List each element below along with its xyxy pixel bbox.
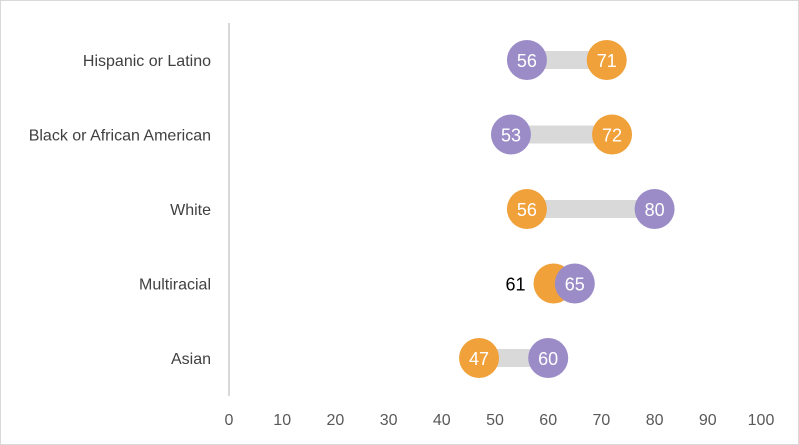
series-1-dot xyxy=(459,338,500,378)
series-1-value-label: 72 xyxy=(602,126,622,146)
x-tick-label: 0 xyxy=(225,412,234,429)
series-2-value-label: 60 xyxy=(538,349,558,369)
series-1-value-label: 56 xyxy=(517,200,537,220)
category-label: Asian xyxy=(171,351,211,368)
x-tick-label: 80 xyxy=(646,412,664,429)
x-tick-label: 90 xyxy=(699,412,717,429)
category-label: Black or African American xyxy=(29,128,211,145)
x-tick-label: 60 xyxy=(539,412,557,429)
x-tick-label: 100 xyxy=(748,412,775,429)
series-1-dot xyxy=(586,40,627,80)
series-1-value-label: 47 xyxy=(469,349,489,369)
series-2-dot xyxy=(634,189,675,229)
series-2-value-label: 65 xyxy=(565,275,585,295)
x-tick-label: 70 xyxy=(593,412,611,429)
category-label: Multiracial xyxy=(139,277,211,294)
category-label: Hispanic or Latino xyxy=(83,53,211,70)
x-tick-label: 30 xyxy=(380,412,398,429)
series-2-value-label: 56 xyxy=(517,51,537,71)
series-2-value-label: 80 xyxy=(645,200,665,220)
x-tick-label: 50 xyxy=(486,412,504,429)
series-2-dot xyxy=(490,114,531,155)
series-1-value-label: 71 xyxy=(597,51,617,71)
x-tick-label: 10 xyxy=(273,412,291,429)
category-label: White xyxy=(170,202,211,219)
x-tick-label: 20 xyxy=(327,412,345,429)
series-1-value-label: 61 xyxy=(505,275,525,295)
series-1-dot xyxy=(592,114,633,155)
x-tick-label: 40 xyxy=(433,412,451,429)
series-2-dot xyxy=(554,263,595,304)
series-2-dot xyxy=(506,40,547,80)
series-2-dot xyxy=(528,338,569,378)
series-1-dot xyxy=(506,189,547,229)
series-2-value-label: 53 xyxy=(501,126,521,146)
